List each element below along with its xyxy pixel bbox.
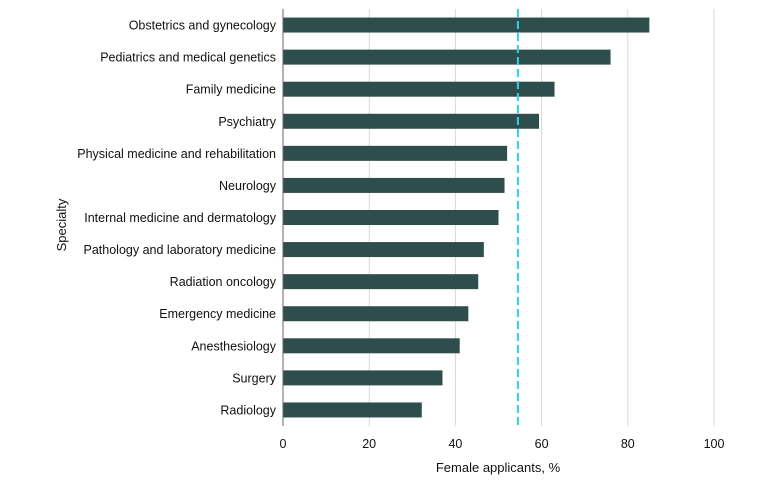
category-label: Radiation oncology	[170, 275, 277, 289]
x-tick-label: 0	[280, 437, 287, 451]
x-tick-label: 60	[535, 437, 549, 451]
category-label: Pathology and laboratory medicine	[84, 243, 277, 257]
x-axis-title: Female applicants, %	[436, 460, 561, 475]
bar	[283, 338, 460, 354]
x-tick-label: 80	[621, 437, 635, 451]
bar	[283, 145, 508, 161]
x-tick-label: 20	[362, 437, 376, 451]
category-label: Emergency medicine	[159, 307, 276, 321]
bar	[283, 274, 479, 290]
bar	[283, 81, 555, 97]
x-tick-labels: 0 20 40 60 80 100	[280, 437, 725, 451]
bar	[283, 113, 540, 129]
category-label: Anesthesiology	[191, 339, 277, 353]
category-label: Surgery	[232, 371, 277, 385]
bar	[283, 177, 505, 193]
x-tick-label: 40	[448, 437, 462, 451]
category-label: Pediatrics and medical genetics	[100, 51, 276, 65]
y-axis-title: Specialty	[54, 198, 69, 251]
category-label: Internal medicine and dermatology	[84, 211, 277, 225]
grid-lines	[368, 9, 715, 426]
category-label: Psychiatry	[218, 115, 276, 129]
bar	[283, 49, 611, 65]
category-label: Obstetrics and gynecology	[129, 19, 277, 33]
category-labels: Obstetrics and gynecology Pediatrics and …	[77, 19, 276, 418]
bars	[283, 17, 650, 418]
x-tick-label: 100	[704, 437, 725, 451]
bar	[283, 210, 499, 225]
bar	[283, 402, 422, 418]
category-label: Family medicine	[186, 83, 276, 97]
bar	[283, 370, 443, 386]
category-label: Radiology	[220, 403, 276, 417]
category-label: Physical medicine and rehabilitation	[77, 147, 276, 161]
bar	[283, 306, 469, 322]
category-label: Neurology	[219, 179, 277, 193]
bar	[283, 242, 484, 258]
bar	[283, 17, 650, 33]
